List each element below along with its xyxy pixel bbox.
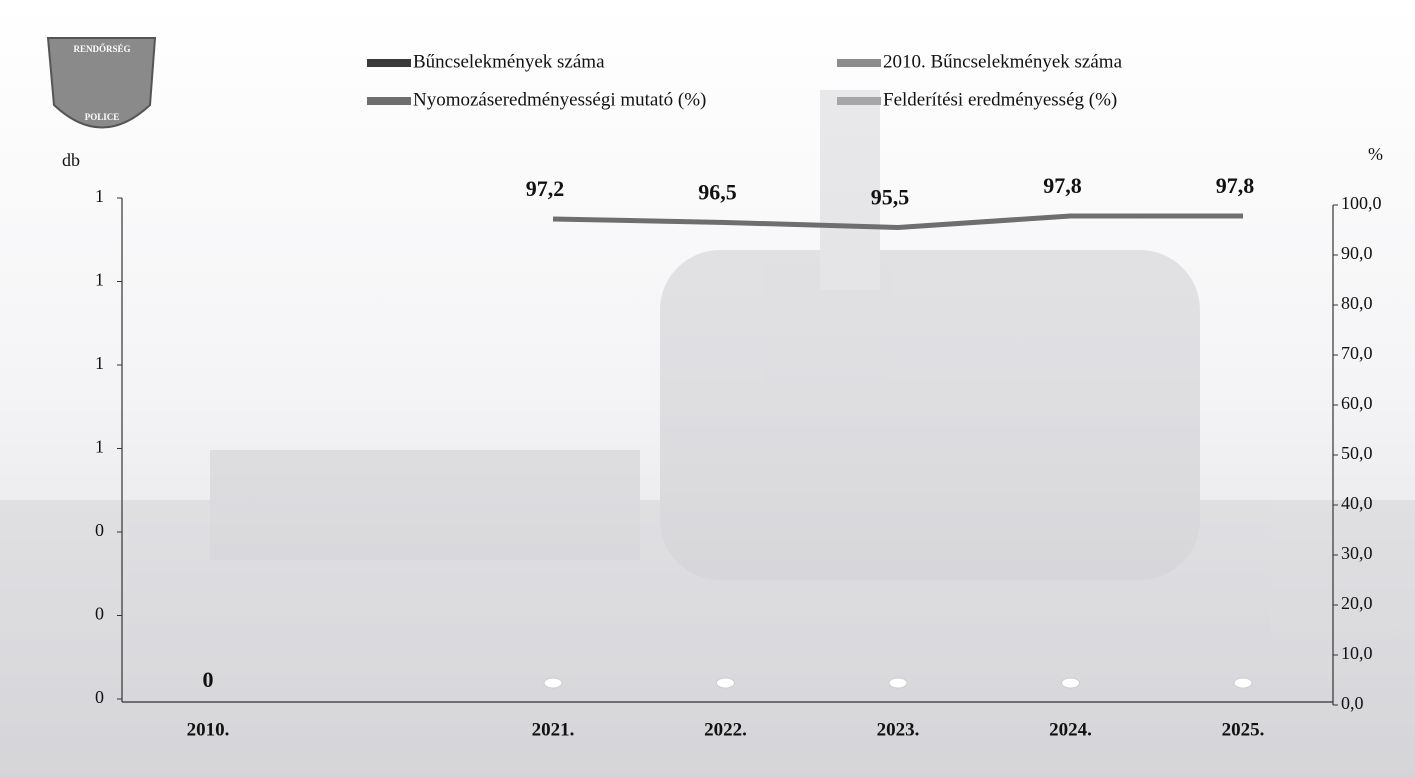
y2-axis-label: % — [1368, 144, 1383, 164]
bar-value-label — [543, 677, 563, 689]
legend-swatch — [837, 97, 881, 105]
y2-tick-label: 20,0 — [1341, 593, 1373, 613]
x-tick-label: 2024. — [1049, 719, 1092, 740]
line-value-label: 95,5 — [871, 185, 910, 210]
legend-label: Nyomozáseredményességi mutató (%) — [413, 89, 706, 110]
bar-value-label — [716, 677, 735, 689]
y-tick-label: 0 — [95, 604, 104, 624]
logo-shield — [46, 37, 157, 129]
bar-value-label: 0 — [203, 667, 214, 692]
bar-value-label — [888, 677, 908, 689]
y2-tick-label: 30,0 — [1341, 543, 1373, 563]
legend-label: 2010. Bűncselekmények száma — [883, 51, 1123, 72]
y-axis-label: db — [62, 150, 80, 170]
line-value-label: 97,8 — [1216, 173, 1255, 198]
legend-swatch — [367, 97, 411, 105]
y2-tick-label: 0,0 — [1341, 693, 1364, 713]
x-tick-label: 2010. — [187, 719, 230, 740]
line-value-label: 96,5 — [698, 180, 737, 205]
x-tick-label: 2022. — [704, 719, 747, 740]
legend-swatch — [837, 59, 881, 67]
line-value-label: 97,2 — [526, 176, 565, 201]
x-tick-label: 2025. — [1222, 719, 1265, 740]
line-value-label: 97,8 — [1043, 173, 1082, 198]
y2-tick-label: 40,0 — [1341, 493, 1373, 513]
y2-tick-label: 50,0 — [1341, 443, 1373, 463]
y-tick-label: 1 — [95, 270, 104, 290]
y2-tick-label: 80,0 — [1341, 293, 1373, 313]
legend-label: Felderítési eredményesség (%) — [883, 89, 1117, 110]
line — [552, 213, 1243, 230]
y-tick-label: 1 — [95, 353, 104, 373]
y-tick-label: 0 — [95, 520, 104, 540]
bar-value-label — [1233, 677, 1253, 689]
y2-tick-label: 10,0 — [1341, 643, 1373, 663]
x-tick-label: 2021. — [532, 719, 575, 740]
legend-swatch — [367, 59, 411, 67]
y2-tick-label: 90,0 — [1341, 243, 1373, 263]
background-building — [0, 90, 1415, 778]
y2-tick-label: 100,0 — [1341, 193, 1382, 213]
logo-bottom-text: POLICE — [85, 112, 120, 122]
y2-tick-label: 60,0 — [1341, 393, 1373, 413]
logo-top-text: RENDŐRSÉG — [73, 44, 130, 54]
y-tick-label: 1 — [95, 437, 104, 457]
logo: RENDŐRSÉG POLICE — [46, 37, 157, 129]
legend-label: Bűncselekmények száma — [413, 51, 605, 72]
y-tick-label: 0 — [95, 687, 104, 707]
y2-tick-label: 70,0 — [1341, 343, 1373, 363]
y-tick-label: 1 — [95, 186, 104, 206]
bar-value-label — [1061, 677, 1080, 689]
x-tick-label: 2023. — [877, 719, 920, 740]
